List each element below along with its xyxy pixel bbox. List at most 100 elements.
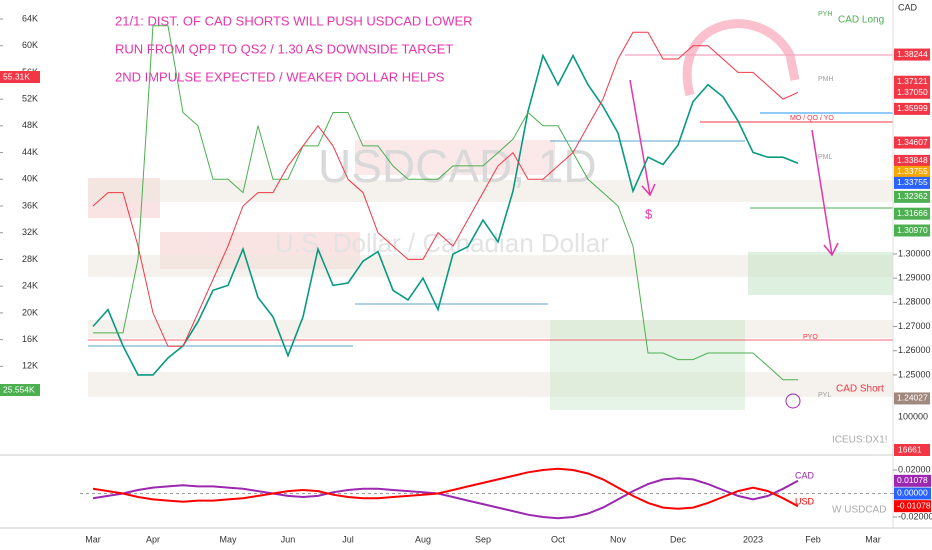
zone	[88, 372, 893, 397]
volume-label: ICEUS:DX1!	[832, 435, 888, 446]
zone	[88, 180, 893, 202]
price-badge-label: 1.33848	[897, 155, 928, 165]
legend-entry: USD	[795, 496, 815, 506]
x-tick-label: Jun	[281, 534, 296, 544]
price-badge-label: 1.32362	[897, 191, 928, 201]
zone	[88, 320, 893, 338]
price-badge-label: 1.30970	[897, 225, 928, 235]
y-tick-label: 1.27000	[898, 321, 931, 331]
x-tick-label: Nov	[610, 534, 627, 544]
price-badge-label: 1.38244	[897, 49, 928, 59]
position-line	[92, 31, 799, 347]
y2-tick-label: 16K	[22, 334, 38, 344]
y2-tick-label: 48K	[22, 120, 38, 130]
price-badge	[894, 75, 930, 88]
annotation: 2ND IMPULSE EXPECTED / WEAKER DOLLAR HEL…	[115, 69, 445, 84]
x-tick-label: Jul	[342, 534, 354, 544]
y-tick-label: -0.02000	[898, 511, 932, 521]
y2-tick-label: 28K	[22, 254, 38, 264]
indicator-line	[92, 467, 799, 510]
price-badge	[894, 154, 930, 167]
arrow	[811, 129, 839, 257]
price-badge-label: 1.37121	[897, 76, 928, 86]
y2-tick-label: 24K	[22, 281, 38, 291]
y2-tick-label: 32K	[22, 227, 38, 237]
price-badge	[894, 500, 931, 513]
x-tick-label: May	[219, 534, 237, 544]
price-badge-label: 1.31666	[897, 208, 928, 218]
zone	[88, 255, 893, 277]
y2-tick-label: 44K	[22, 147, 38, 157]
level-label: PML	[818, 154, 833, 161]
price-badge-label: 1.34607	[897, 137, 928, 147]
y-tick-label: 0.02000	[898, 464, 931, 474]
legend-entry: CAD Short	[836, 384, 884, 395]
x-tick-label: Mar	[85, 534, 101, 544]
price-badge	[894, 176, 930, 189]
price-badge	[894, 487, 931, 500]
legend-entry: CAD Long	[838, 15, 884, 26]
price-badge	[894, 190, 930, 203]
y2-tick-label: 20K	[22, 307, 38, 317]
indicator-label: W USDCAD	[832, 505, 886, 516]
x-tick-label: Aug	[415, 534, 431, 544]
level-label: PYO	[803, 334, 818, 341]
price-badge-label: 1.33755	[897, 177, 928, 187]
price-badge	[894, 48, 930, 61]
price-badge	[894, 86, 930, 99]
price-badge-label: 1.37050	[897, 87, 928, 97]
indicator-line	[92, 477, 799, 520]
price-badge-label: -0.01078	[897, 500, 931, 510]
price-badge-label: 1.33755	[897, 166, 928, 176]
y2-tick-label: 12K	[22, 361, 38, 371]
price-badge-label: 0.01078	[897, 475, 928, 485]
x-tick-label: Sep	[475, 534, 491, 544]
left-badge-label: 55.31K	[3, 71, 30, 81]
price-badge-label: 0.00000	[897, 488, 928, 498]
price-badge	[894, 102, 930, 115]
price-badge	[894, 207, 930, 220]
y-tick-label: 1.29000	[898, 273, 931, 283]
price-badge	[894, 165, 930, 178]
price-badge-label: 1.35999	[897, 103, 928, 113]
x-tick-label: 2023	[743, 534, 763, 544]
y-tick-label: 1.26000	[898, 345, 931, 355]
x-tick-label: Dec	[670, 534, 687, 544]
volume-badge	[894, 444, 930, 456]
volume-badge-label: 16661	[898, 444, 922, 454]
y2-tick-label: 60K	[22, 40, 38, 50]
axis-title: CAD	[898, 2, 918, 12]
annotation: 21/1: DIST. OF CAD SHORTS WILL PUSH USDC…	[115, 13, 473, 28]
price-line	[92, 53, 799, 376]
legend-entry: CAD	[795, 470, 815, 480]
x-tick-label: Oct	[551, 534, 566, 544]
left-badge	[0, 384, 40, 396]
level-label: PYL	[818, 392, 831, 399]
zone	[550, 320, 745, 410]
arrow	[682, 19, 800, 97]
y2-tick-label: 36K	[22, 200, 38, 210]
y2-tick-label: 64K	[22, 13, 38, 23]
zone	[748, 252, 893, 295]
price-badge-label: 1.24027	[897, 393, 928, 403]
level-label: PMH	[818, 76, 834, 83]
y-tick-label: 1.25000	[898, 369, 931, 379]
price-badge	[894, 136, 930, 149]
volume-label: 100000	[898, 411, 928, 421]
y-tick-label: 1.28000	[898, 297, 931, 307]
alert-icon[interactable]	[785, 393, 801, 409]
annotation: RUN FROM QPP TO QS2 / 1.30 AS DOWNSIDE T…	[115, 41, 453, 56]
arrow	[629, 79, 656, 197]
price-badge	[894, 474, 931, 487]
y2-tick-label: 52K	[22, 94, 38, 104]
x-tick-label: Feb	[805, 534, 821, 544]
price-badge	[894, 392, 930, 405]
x-tick-label: Apr	[146, 534, 160, 544]
position-line	[93, 25, 798, 381]
y-tick-label: 1.30000	[898, 248, 931, 258]
x-tick-label: Mar	[865, 534, 881, 544]
price-badge	[894, 224, 930, 237]
watermark: U.S. Dollar / Canadian Dollar	[275, 228, 609, 258]
left-badge	[0, 71, 40, 83]
